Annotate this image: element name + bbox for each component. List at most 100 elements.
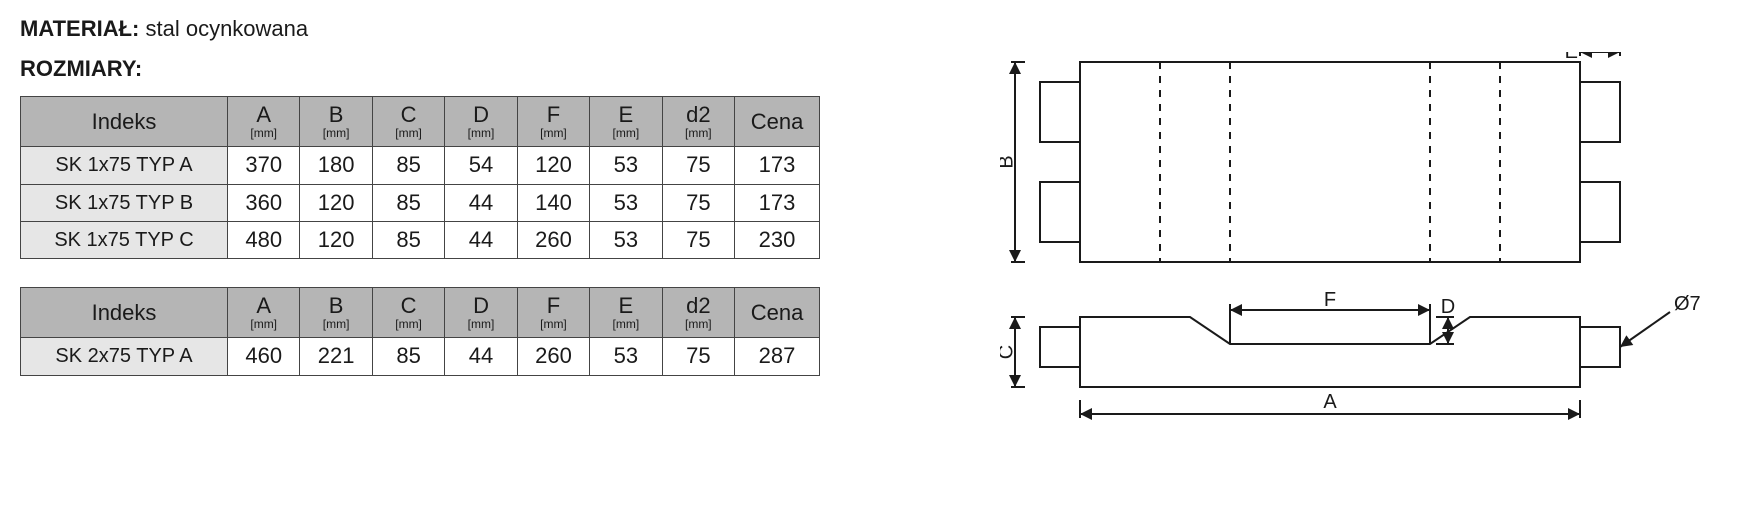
cell-value: 287 <box>735 338 820 375</box>
col-label: Indeks <box>92 300 157 325</box>
col-label: Indeks <box>92 109 157 134</box>
col-unit: [mm] <box>522 127 585 140</box>
cell-value: 54 <box>445 147 517 184</box>
cell-value: 85 <box>372 147 444 184</box>
cell-indeks: SK 1x75 TYP A <box>21 147 228 184</box>
svg-text:D: D <box>1441 296 1455 318</box>
cell-value: 44 <box>445 184 517 221</box>
cell-value: 75 <box>662 221 734 258</box>
cell-value: 221 <box>300 338 372 375</box>
col-label: D <box>473 293 489 318</box>
technical-diagram: B E C A F D Ø75 <box>1000 52 1700 452</box>
cell-value: 260 <box>517 221 589 258</box>
cell-value: 75 <box>662 184 734 221</box>
cell-value: 75 <box>662 147 734 184</box>
cell-value: 85 <box>372 184 444 221</box>
col-unit: [mm] <box>377 318 440 331</box>
col-f: F[mm] <box>517 287 589 337</box>
col-unit: [mm] <box>232 127 295 140</box>
cell-value: 460 <box>227 338 299 375</box>
col-unit: [mm] <box>377 127 440 140</box>
col-label: Cena <box>751 300 804 325</box>
col-unit: [mm] <box>667 127 730 140</box>
col-unit: [mm] <box>522 318 585 331</box>
cell-value: 53 <box>590 221 662 258</box>
col-label: A <box>256 102 271 127</box>
col-label: Cena <box>751 109 804 134</box>
dimensions-table-2: IndeksA[mm]B[mm]C[mm]D[mm]F[mm]E[mm]d2[m… <box>20 287 820 376</box>
col-d2: d2[mm] <box>662 287 734 337</box>
cell-value: 180 <box>300 147 372 184</box>
col-label: F <box>547 102 560 127</box>
dimensions-table-1: IndeksA[mm]B[mm]C[mm]D[mm]F[mm]E[mm]d2[m… <box>20 96 820 259</box>
cell-value: 370 <box>227 147 299 184</box>
col-label: A <box>256 293 271 318</box>
cell-value: 120 <box>300 184 372 221</box>
svg-text:E: E <box>1565 52 1578 63</box>
table-row: SK 1x75 TYP B36012085441405375173 <box>21 184 820 221</box>
svg-text:C: C <box>1000 345 1017 359</box>
cell-value: 85 <box>372 221 444 258</box>
cell-value: 120 <box>517 147 589 184</box>
col-d: D[mm] <box>445 287 517 337</box>
col-label: C <box>401 102 417 127</box>
col-c: C[mm] <box>372 287 444 337</box>
col-unit: [mm] <box>449 318 512 331</box>
cell-value: 173 <box>735 184 820 221</box>
cell-value: 120 <box>300 221 372 258</box>
table-row: SK 1x75 TYP A37018085541205375173 <box>21 147 820 184</box>
col-unit: [mm] <box>594 318 657 331</box>
col-indeks: Indeks <box>21 97 228 147</box>
svg-text:B: B <box>1000 155 1017 168</box>
col-label: E <box>619 293 634 318</box>
cell-indeks: SK 1x75 TYP C <box>21 221 228 258</box>
col-e: E[mm] <box>590 287 662 337</box>
cell-value: 53 <box>590 147 662 184</box>
cell-value: 480 <box>227 221 299 258</box>
col-label: D <box>473 102 489 127</box>
col-e: E[mm] <box>590 97 662 147</box>
col-label: E <box>619 102 634 127</box>
cell-value: 75 <box>662 338 734 375</box>
cell-value: 173 <box>735 147 820 184</box>
col-unit: [mm] <box>449 127 512 140</box>
col-unit: [mm] <box>667 318 730 331</box>
col-indeks: Indeks <box>21 287 228 337</box>
col-unit: [mm] <box>304 127 367 140</box>
svg-text:F: F <box>1324 289 1336 311</box>
material-heading: MATERIAŁ: stal ocynkowana <box>20 16 840 42</box>
col-label: d2 <box>686 293 710 318</box>
col-cena: Cena <box>735 287 820 337</box>
col-a: A[mm] <box>227 287 299 337</box>
cell-value: 140 <box>517 184 589 221</box>
col-d: D[mm] <box>445 97 517 147</box>
col-label: d2 <box>686 102 710 127</box>
cell-indeks: SK 2x75 TYP A <box>21 338 228 375</box>
col-f: F[mm] <box>517 97 589 147</box>
cell-value: 53 <box>590 184 662 221</box>
cell-value: 360 <box>227 184 299 221</box>
cell-value: 85 <box>372 338 444 375</box>
material-value: stal ocynkowana <box>145 16 308 41</box>
col-label: B <box>329 293 344 318</box>
svg-text:Ø75: Ø75 <box>1674 293 1700 315</box>
col-cena: Cena <box>735 97 820 147</box>
col-unit: [mm] <box>594 127 657 140</box>
col-c: C[mm] <box>372 97 444 147</box>
cell-value: 230 <box>735 221 820 258</box>
col-d2: d2[mm] <box>662 97 734 147</box>
cell-value: 44 <box>445 338 517 375</box>
col-label: C <box>401 293 417 318</box>
sizes-heading: ROZMIARY: <box>20 56 840 82</box>
table-row: SK 1x75 TYP C48012085442605375230 <box>21 221 820 258</box>
col-unit: [mm] <box>232 318 295 331</box>
col-unit: [mm] <box>304 318 367 331</box>
cell-value: 260 <box>517 338 589 375</box>
sizes-label: ROZMIARY: <box>20 56 142 81</box>
table-row: SK 2x75 TYP A46022185442605375287 <box>21 338 820 375</box>
cell-value: 44 <box>445 221 517 258</box>
col-b: B[mm] <box>300 97 372 147</box>
col-label: B <box>329 102 344 127</box>
svg-text:A: A <box>1323 391 1337 413</box>
cell-value: 53 <box>590 338 662 375</box>
